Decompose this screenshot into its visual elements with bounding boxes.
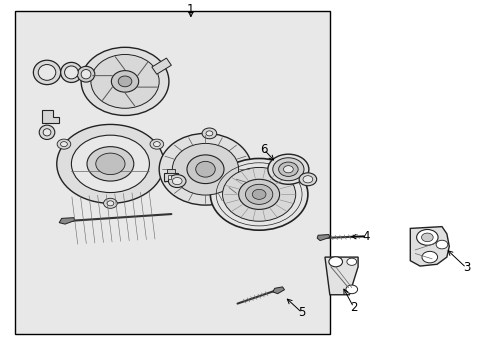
Ellipse shape — [81, 47, 168, 116]
Bar — [166, 169, 174, 173]
Circle shape — [267, 154, 308, 184]
Circle shape — [57, 139, 71, 149]
Polygon shape — [59, 218, 75, 224]
Text: 2: 2 — [349, 301, 357, 314]
Ellipse shape — [64, 66, 78, 79]
Circle shape — [57, 125, 163, 203]
Ellipse shape — [186, 155, 224, 184]
Circle shape — [416, 229, 437, 245]
Polygon shape — [409, 226, 448, 266]
Ellipse shape — [33, 60, 61, 85]
Circle shape — [153, 141, 160, 147]
Ellipse shape — [38, 64, 56, 80]
Ellipse shape — [61, 62, 82, 82]
Circle shape — [245, 184, 272, 204]
Ellipse shape — [172, 143, 238, 195]
Ellipse shape — [81, 69, 91, 79]
Circle shape — [272, 158, 304, 181]
Circle shape — [103, 198, 117, 208]
Polygon shape — [272, 287, 284, 294]
Circle shape — [421, 233, 432, 242]
Ellipse shape — [159, 134, 251, 205]
Circle shape — [421, 251, 437, 263]
Text: 6: 6 — [260, 143, 267, 156]
Ellipse shape — [118, 76, 132, 87]
Circle shape — [252, 189, 265, 199]
Circle shape — [328, 257, 342, 267]
Circle shape — [96, 153, 125, 175]
Ellipse shape — [172, 177, 182, 185]
Circle shape — [299, 173, 316, 186]
Circle shape — [222, 167, 295, 221]
Text: 5: 5 — [298, 306, 305, 319]
Circle shape — [346, 258, 356, 265]
Circle shape — [278, 162, 298, 176]
Ellipse shape — [168, 175, 185, 188]
Circle shape — [210, 158, 307, 230]
Ellipse shape — [39, 125, 55, 139]
Bar — [167, 175, 170, 179]
Circle shape — [283, 166, 293, 173]
Circle shape — [205, 131, 212, 136]
Text: 3: 3 — [462, 261, 469, 274]
Ellipse shape — [77, 66, 95, 82]
Text: 1: 1 — [187, 3, 194, 16]
Ellipse shape — [91, 54, 159, 108]
Circle shape — [150, 139, 163, 149]
Polygon shape — [42, 110, 59, 123]
Circle shape — [345, 285, 357, 294]
Text: 4: 4 — [362, 230, 369, 243]
Circle shape — [71, 135, 149, 193]
Bar — [163, 173, 177, 181]
Polygon shape — [325, 257, 357, 295]
Circle shape — [435, 240, 447, 249]
Ellipse shape — [111, 71, 139, 92]
Circle shape — [107, 201, 114, 206]
Circle shape — [238, 179, 279, 210]
Bar — [15, 12, 329, 334]
Polygon shape — [317, 234, 329, 240]
Polygon shape — [152, 58, 171, 74]
Ellipse shape — [43, 129, 51, 136]
Circle shape — [87, 147, 134, 181]
Circle shape — [202, 128, 216, 139]
Circle shape — [61, 141, 67, 147]
Circle shape — [303, 176, 312, 183]
Ellipse shape — [195, 161, 215, 177]
